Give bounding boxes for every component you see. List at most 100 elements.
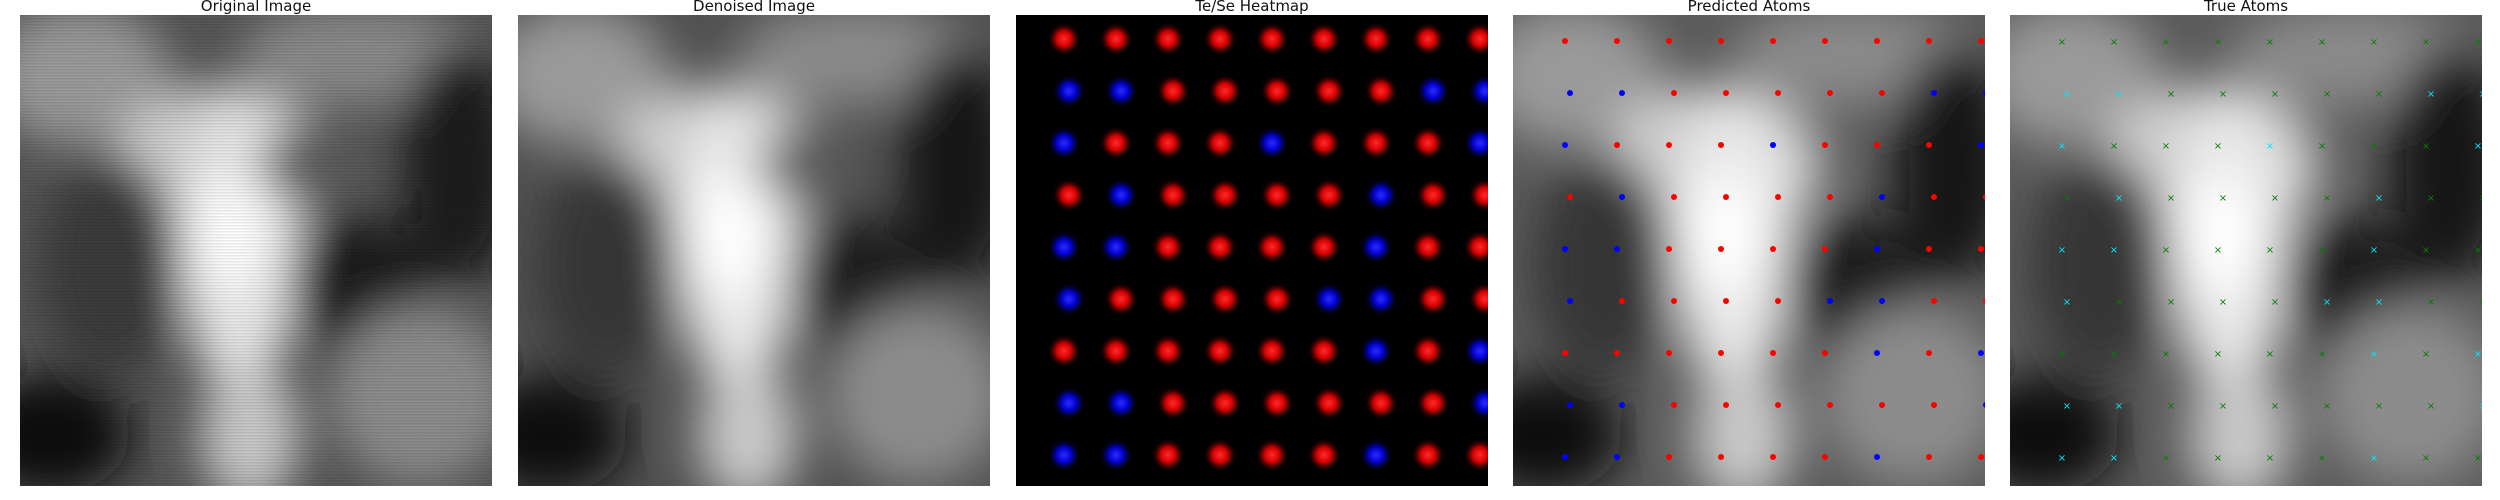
true-te-atom: × (2271, 401, 2279, 412)
true-te-atom: × (2427, 401, 2435, 412)
true-se-atom: × (2110, 453, 2118, 464)
predicted-te-atom (1614, 350, 1620, 356)
true-te-atom: × (2266, 245, 2274, 256)
te-heat-spot (1416, 386, 1450, 420)
true-te-atom: × (2422, 349, 2430, 360)
te-heat-spot (1463, 230, 1488, 264)
se-heat-spot (1312, 282, 1346, 316)
se-heat-spot (1104, 178, 1138, 212)
te-heat-spot (1416, 282, 1450, 316)
se-heat-spot (1052, 282, 1086, 316)
true-te-atom: × (2266, 453, 2274, 464)
panel-predicted-atoms: Predicted Atoms (1513, 0, 1985, 486)
true-te-atom: × (2370, 37, 2378, 48)
true-se-atom: × (2110, 245, 2118, 256)
predicted-se-atom (1619, 402, 1625, 408)
true-se-atom: × (2063, 89, 2071, 100)
te-heat-spot (1208, 74, 1242, 108)
te-heat-spot (1099, 334, 1133, 368)
predicted-se-atom (1978, 350, 1984, 356)
te-heat-spot (1468, 178, 1488, 212)
predicted-te-atom (1770, 38, 1776, 44)
true-te-atom: × (2058, 349, 2066, 360)
true-te-atom: × (2219, 297, 2227, 308)
te-heat-spot (1416, 178, 1450, 212)
denoised-image (518, 15, 990, 486)
te-heat-spot (1260, 74, 1294, 108)
te-heat-spot (1255, 22, 1289, 56)
predicted-te-atom (1666, 350, 1672, 356)
te-heat-spot (1203, 334, 1237, 368)
se-heat-spot (1468, 386, 1488, 420)
predicted-te-atom (1827, 194, 1833, 200)
panel-title-predicted: Predicted Atoms (1687, 0, 1811, 15)
true-te-atom: × (2162, 37, 2170, 48)
te-heat-spot (1260, 386, 1294, 420)
predicted-te-atom (1671, 402, 1677, 408)
predicted-se-atom (1562, 246, 1568, 252)
predicted-te-atom (1718, 246, 1724, 252)
predicted-te-atom (1718, 454, 1724, 460)
true-se-atom: × (2370, 453, 2378, 464)
predicted-se-atom (1614, 454, 1620, 460)
predicted-se-atom (1983, 90, 1985, 96)
predicted-se-atom (1874, 246, 1880, 252)
original-image (20, 15, 492, 486)
te-heat-spot (1312, 386, 1346, 420)
true-te-atom: × (2479, 193, 2482, 204)
true-te-atom: × (2162, 453, 2170, 464)
te-heat-spot (1099, 22, 1133, 56)
predicted-te-atom (1718, 38, 1724, 44)
te-heat-spot (1307, 230, 1341, 264)
true-te-atom: × (2318, 37, 2326, 48)
predicted-se-atom (1567, 90, 1573, 96)
se-heat-spot (1052, 74, 1086, 108)
predicted-te-atom (1723, 194, 1729, 200)
te-heat-spot (1312, 74, 1346, 108)
te-heat-spot (1307, 126, 1341, 160)
te-heat-spot (1156, 178, 1190, 212)
true-te-atom: × (2370, 141, 2378, 152)
predicted-se-atom (1567, 402, 1573, 408)
panel-original-image: Original Image (20, 0, 492, 486)
predicted-te-atom (1978, 454, 1984, 460)
predicted-te-atom (1666, 142, 1672, 148)
true-se-atom: × (2115, 89, 2123, 100)
predicted-te-atom (1926, 350, 1932, 356)
se-heat-spot (1463, 334, 1488, 368)
true-te-atom: × (2422, 245, 2430, 256)
predicted-se-atom (1983, 402, 1985, 408)
true-se-atom: × (2427, 89, 2435, 100)
predicted-te-atom (1978, 246, 1984, 252)
predicted-te-atom (1822, 350, 1828, 356)
true-se-atom: × (2474, 141, 2482, 152)
true-se-atom: × (2370, 349, 2378, 360)
te-se-heatmap (1016, 15, 1488, 486)
true-se-atom: × (2058, 453, 2066, 464)
te-heat-spot (1260, 178, 1294, 212)
true-te-atom: × (2214, 245, 2222, 256)
predicted-se-atom (1619, 194, 1625, 200)
predicted-te-atom (1619, 298, 1625, 304)
true-se-atom: × (2115, 401, 2123, 412)
predicted-te-atom (1775, 298, 1781, 304)
true-te-atom: × (2115, 297, 2123, 308)
se-heat-spot (1364, 178, 1398, 212)
se-heat-spot (1463, 126, 1488, 160)
predicted-se-atom (1562, 142, 1568, 148)
predicted-se-atom (1874, 350, 1880, 356)
predicted-te-atom (1822, 38, 1828, 44)
se-heat-spot (1047, 438, 1081, 472)
se-heat-spot (1359, 230, 1393, 264)
te-heat-spot (1307, 438, 1341, 472)
predicted-te-atom (1723, 402, 1729, 408)
predicted-te-atom (1827, 90, 1833, 96)
te-heat-spot (1411, 230, 1445, 264)
predicted-te-atom (1723, 90, 1729, 96)
te-heat-spot (1203, 230, 1237, 264)
te-heat-spot (1104, 282, 1138, 316)
te-heat-spot (1047, 334, 1081, 368)
predicted-te-atom (1770, 454, 1776, 460)
true-te-atom: × (2266, 349, 2274, 360)
true-se-atom: × (2474, 349, 2482, 360)
